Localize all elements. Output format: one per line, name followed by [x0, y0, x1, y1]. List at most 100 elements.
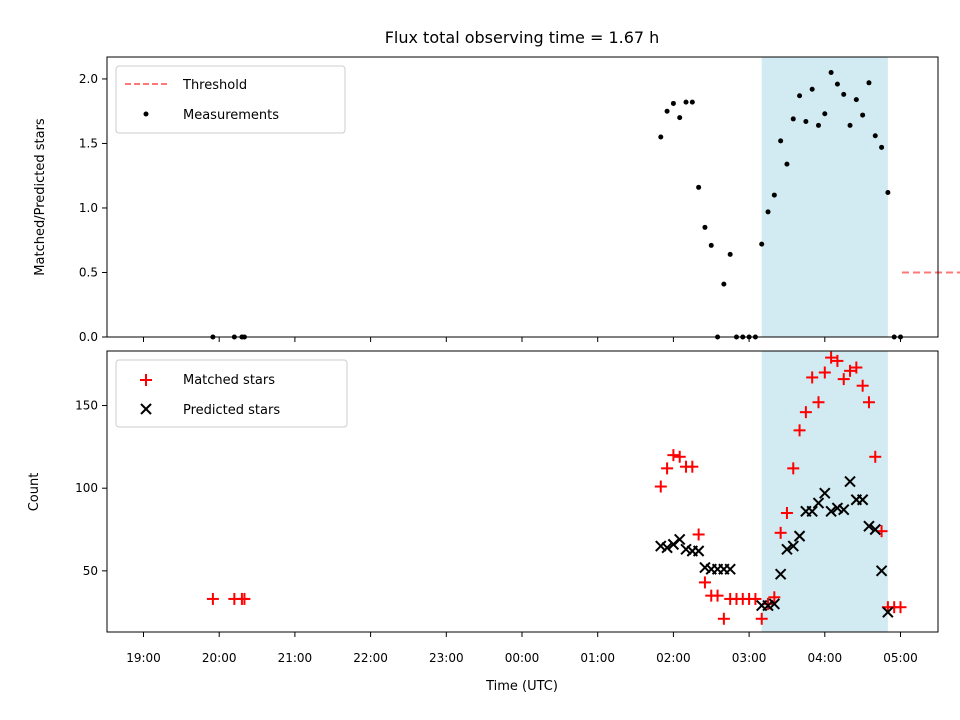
- x-axis-label: Time (UTC): [485, 679, 558, 694]
- predicted-star-point: [768, 598, 781, 610]
- measurement-point: [809, 86, 815, 92]
- measurement-point: [834, 81, 840, 87]
- predicted-star-point: [856, 494, 869, 506]
- matched-star-point: [692, 528, 705, 541]
- matched-star-point: [749, 592, 762, 605]
- legend-matched-swatch: [140, 374, 152, 386]
- top-y-axis-label: Matched/Predicted stars: [33, 118, 48, 276]
- legend-predicted-swatch: [140, 403, 152, 415]
- legend-matched-label: Matched stars: [183, 373, 275, 388]
- matched-star-point: [698, 576, 711, 589]
- measurement-point: [683, 99, 689, 105]
- bottom-legend: Matched stars Predicted stars: [115, 359, 348, 428]
- chart-title: Flux total observing time = 1.67 h: [385, 28, 660, 47]
- matched-star-point: [856, 379, 869, 392]
- measurement-point: [847, 122, 853, 128]
- matched-star-point: [825, 351, 838, 364]
- matched-star-point: [844, 364, 857, 377]
- measurement-point: [866, 80, 872, 86]
- matched-star-point: [862, 396, 875, 409]
- predicted-star-point: [863, 520, 875, 532]
- top-panel: 0.00.51.01.52.0 Matched/Predicted stars …: [33, 56, 960, 344]
- x-tick-label: 04:00: [808, 651, 843, 665]
- x-tick-label: 05:00: [883, 651, 918, 665]
- matched-star-point: [812, 396, 825, 409]
- measurement-point: [879, 144, 885, 150]
- matched-star-point: [654, 480, 667, 493]
- matched-star-point: [768, 591, 781, 604]
- measurement-point: [765, 209, 771, 215]
- matched-star-point: [206, 592, 219, 605]
- bottom-y-tick-label: 50: [83, 564, 98, 578]
- measurement-point: [721, 281, 727, 287]
- measurement-point: [664, 108, 670, 114]
- predicted-star-point: [819, 487, 831, 499]
- measurement-point: [778, 138, 784, 144]
- x-tick-label: 02:00: [656, 651, 691, 665]
- x-tick-label: 20:00: [202, 651, 237, 665]
- matched-star-point: [793, 424, 806, 437]
- matched-star-point: [787, 462, 800, 475]
- matched-star-point: [780, 506, 793, 519]
- measurement-point: [872, 133, 878, 139]
- measurement-point: [677, 115, 683, 121]
- top-legend-box: [115, 65, 346, 134]
- matched-star-point: [774, 526, 787, 539]
- x-tick-label: 22:00: [353, 651, 388, 665]
- predicted-star-point: [869, 523, 881, 536]
- top-highlight-span: [761, 57, 888, 337]
- matched-star-point: [717, 612, 730, 625]
- legend-threshold-label: Threshold: [182, 78, 247, 93]
- bottom-y-axis-label: Count: [27, 473, 42, 512]
- bottom-y-tick-label: 150: [75, 399, 98, 413]
- matched-star-point: [711, 589, 724, 602]
- matched-star-point: [831, 354, 844, 367]
- matched-star-point: [673, 450, 686, 463]
- predicted-star-point: [844, 475, 856, 488]
- measurement-point: [885, 189, 891, 195]
- matched-star-point: [894, 601, 907, 614]
- predicted-star-point: [674, 533, 686, 546]
- x-tick-label: 00:00: [505, 651, 540, 665]
- predicted-star-point: [825, 505, 837, 518]
- measurement-point: [696, 184, 702, 190]
- x-tick-label: 03:00: [732, 651, 767, 665]
- matched-star-point: [806, 371, 819, 384]
- measurement-point: [771, 192, 777, 198]
- legend-measurements-swatch: [143, 111, 149, 117]
- matched-star-point: [818, 366, 831, 379]
- x-tick-label: 19:00: [126, 651, 161, 665]
- matched-star-point: [755, 612, 768, 625]
- measurement-point: [784, 161, 790, 167]
- measurement-point: [815, 122, 821, 128]
- bottom-highlight-span: [761, 351, 888, 632]
- measurement-point: [702, 224, 708, 230]
- x-tick-label: 01:00: [580, 651, 615, 665]
- top-y-tick-label: 1.0: [79, 201, 98, 215]
- matched-star-point: [667, 449, 680, 462]
- predicted-star-point: [806, 505, 818, 518]
- measurement-point: [670, 100, 676, 106]
- bottom-panel: 50 100 150 19:00 20:00 21:00 22:00 23:00 00:00 0…: [27, 350, 939, 694]
- matched-star-point: [850, 361, 863, 374]
- predicted-star-point: [793, 530, 806, 542]
- predicted-star-point: [812, 497, 825, 509]
- top-y-tick-label: 2.0: [79, 72, 98, 86]
- predicted-star-point: [724, 563, 736, 575]
- measurement-point: [689, 99, 695, 105]
- legend-predicted-label: Predicted stars: [183, 403, 280, 418]
- top-y-tick-label: 0.5: [79, 265, 98, 279]
- measurement-point: [822, 111, 828, 117]
- matched-star-point: [799, 406, 812, 419]
- matched-star-point: [686, 460, 699, 473]
- matched-star-point: [661, 462, 674, 475]
- measurement-point: [841, 91, 847, 97]
- matched-star-point: [837, 373, 850, 386]
- matched-star-point: [238, 592, 251, 605]
- measurement-point: [727, 251, 733, 257]
- measurement-point: [658, 134, 664, 140]
- predicted-star-point: [692, 545, 705, 557]
- measurement-point: [759, 241, 765, 247]
- measurement-point: [708, 242, 714, 248]
